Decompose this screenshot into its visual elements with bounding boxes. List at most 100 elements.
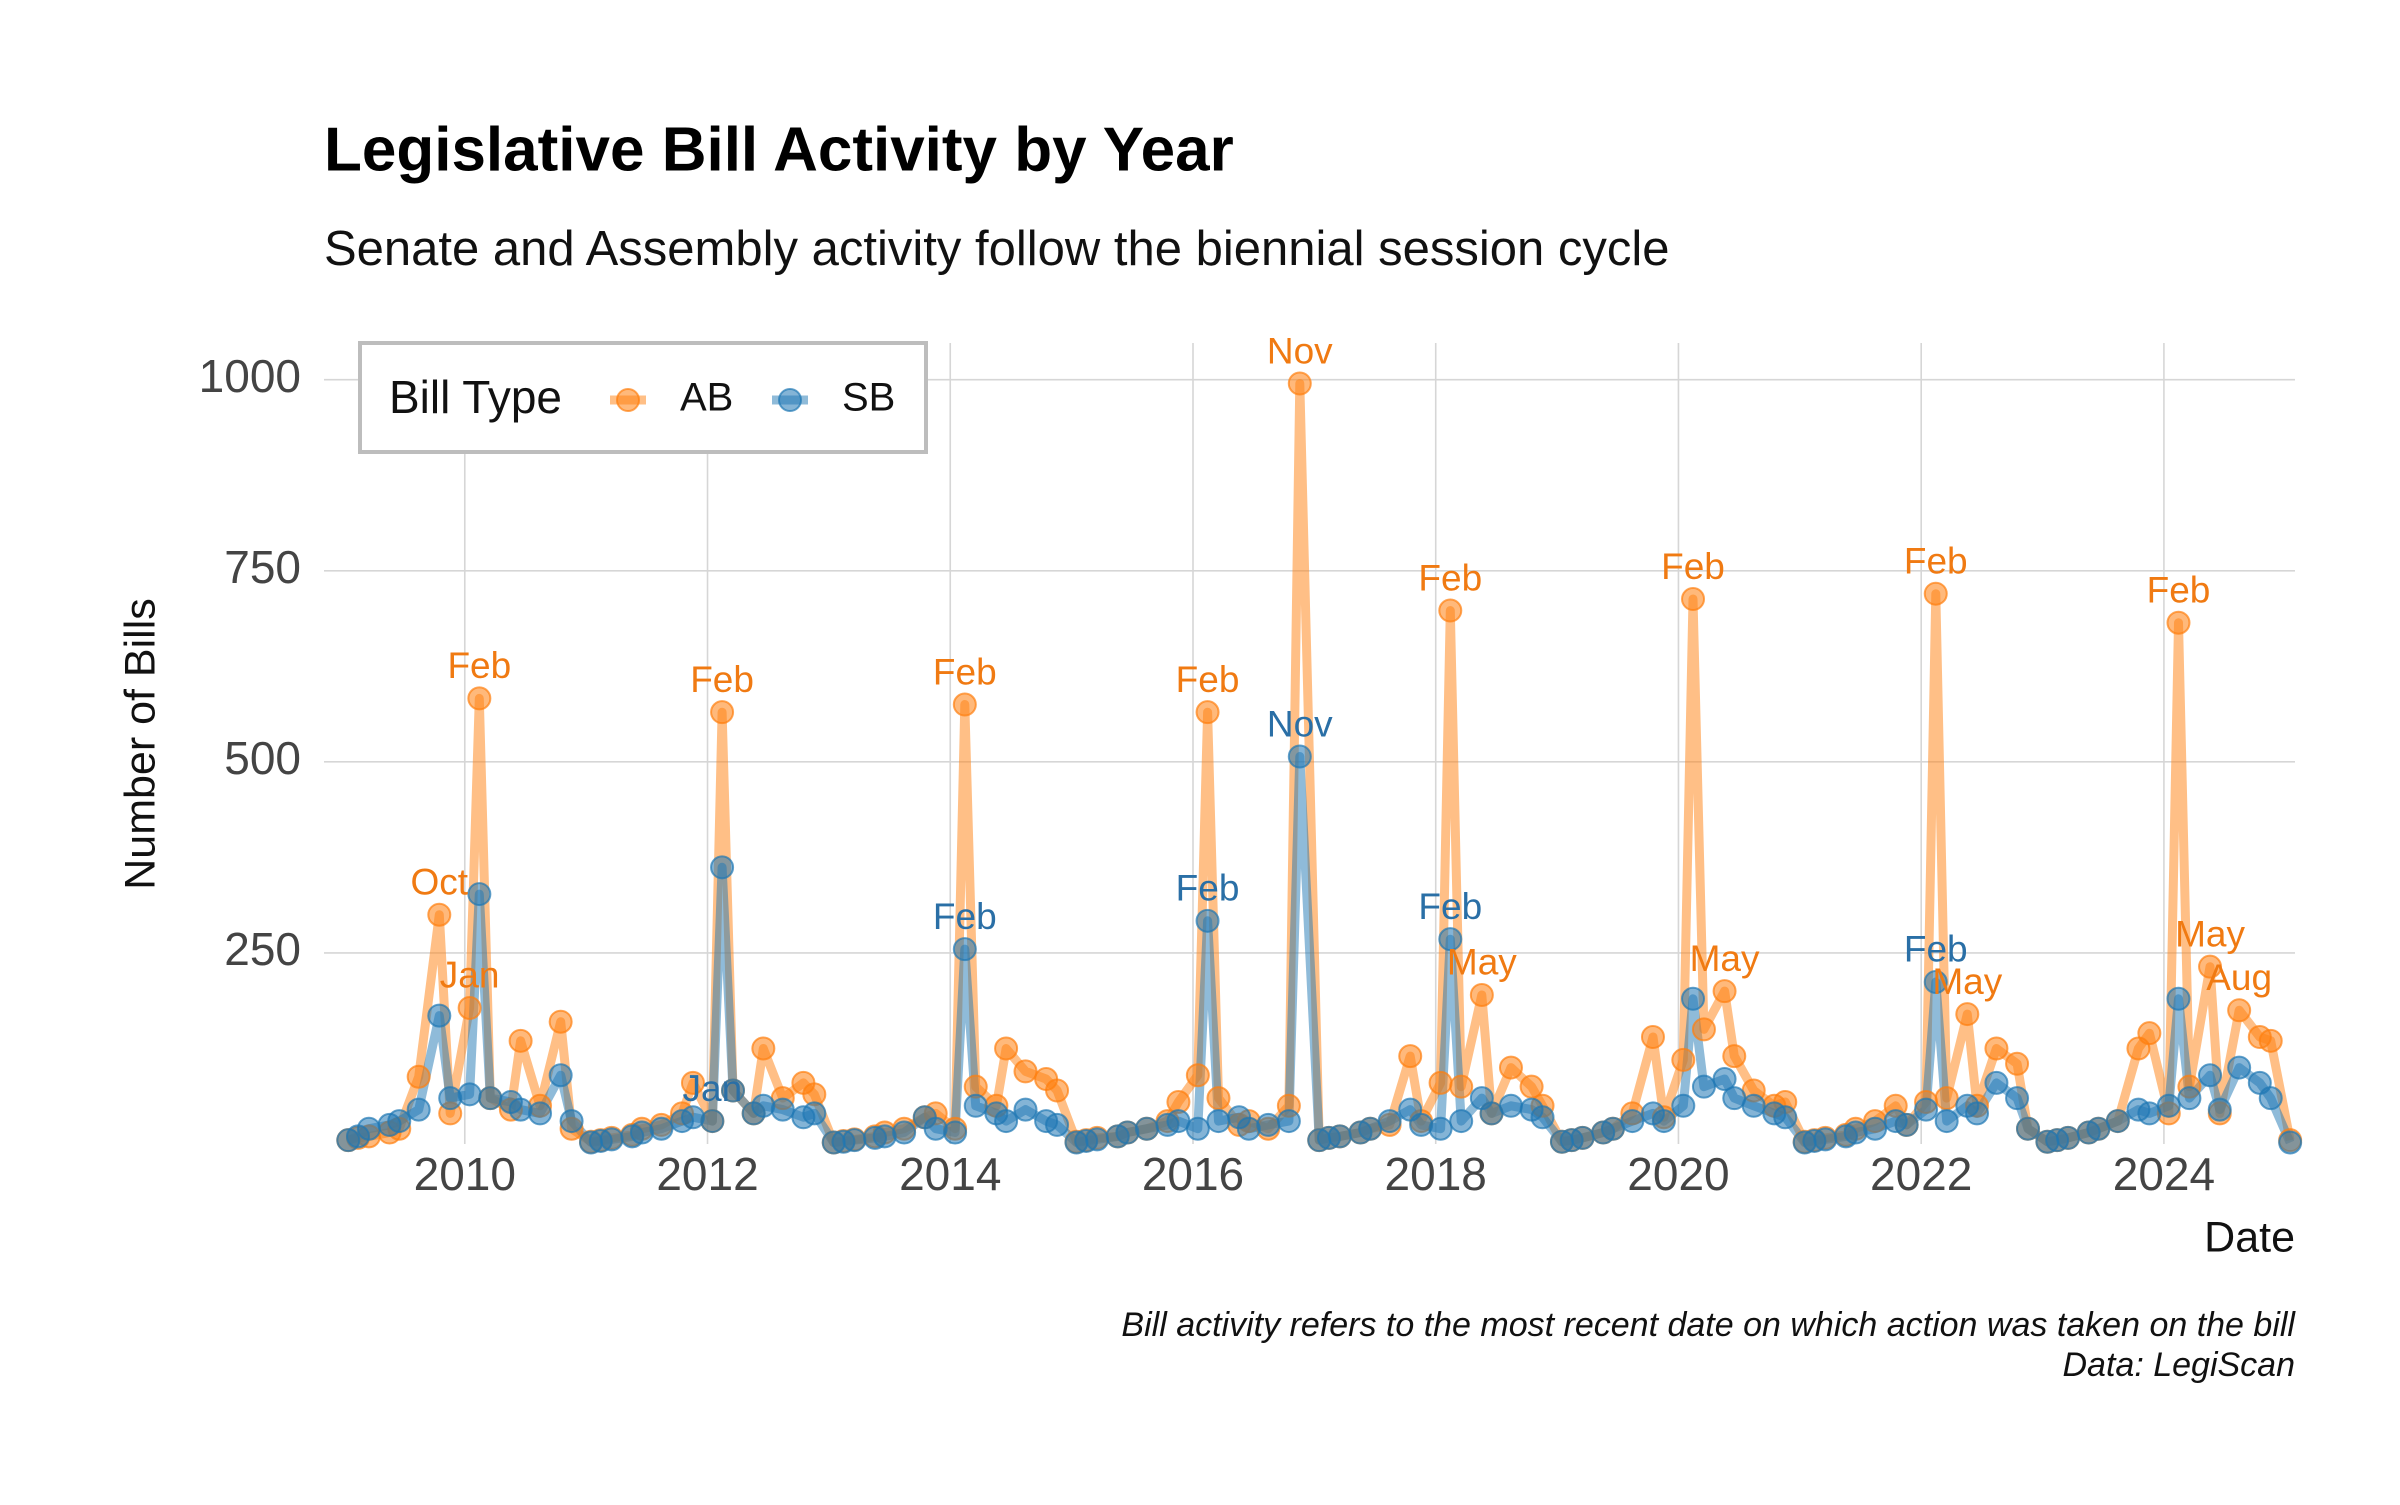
- data-point: [1671, 1093, 1696, 1118]
- data-point: [2137, 1021, 2162, 1046]
- data-point: [952, 937, 977, 962]
- data-point: [548, 1009, 573, 1034]
- point-label: May: [1447, 942, 1517, 983]
- series-line: [347, 379, 2295, 1147]
- data-point: [1914, 1097, 1939, 1122]
- point-label: Aug: [2206, 957, 2272, 998]
- x-tick-label: 2012: [656, 1148, 758, 1200]
- data-point: [1894, 1112, 1919, 1137]
- data-point: [1923, 969, 1948, 994]
- point-label: May: [1690, 938, 1760, 979]
- data-point: [1955, 1002, 1980, 1027]
- data-point: [1438, 598, 1463, 623]
- data-point: [508, 1097, 533, 1122]
- data-point: [1206, 1086, 1231, 1111]
- data-point: [599, 1127, 624, 1152]
- legend-title: Bill Type: [389, 371, 562, 423]
- data-point: [1428, 1116, 1453, 1141]
- point-label: Oct: [411, 861, 469, 902]
- data-point: [710, 855, 735, 880]
- data-point: [994, 1036, 1019, 1061]
- data-point: [2056, 1125, 2081, 1150]
- data-point: [528, 1101, 553, 1126]
- data-point: [406, 1064, 431, 1089]
- legend-label: SB: [842, 376, 895, 420]
- legend-key-point: [778, 388, 802, 412]
- data-point: [2105, 1109, 2130, 1134]
- data-point: [1115, 1120, 1140, 1145]
- data-point: [1681, 587, 1706, 612]
- data-point: [700, 1109, 725, 1134]
- data-point: [1045, 1078, 1070, 1103]
- data-point: [1498, 1093, 1523, 1118]
- data-point: [1813, 1127, 1838, 1152]
- point-label: Feb: [447, 645, 511, 686]
- data-point: [457, 1082, 482, 1107]
- data-point: [2198, 1063, 2223, 1088]
- data-point: [1449, 1109, 1474, 1134]
- data-point: [1773, 1105, 1798, 1130]
- chart-title: Legislative Bill Activity by Year: [324, 115, 1234, 184]
- data-point: [1984, 1070, 2009, 1095]
- data-point: [356, 1116, 381, 1141]
- data-point: [1934, 1086, 1959, 1111]
- point-label: Feb: [933, 651, 997, 692]
- data-point: [1134, 1116, 1159, 1141]
- data-point: [467, 686, 492, 711]
- data-point: [2227, 1055, 2252, 1080]
- data-point: [1843, 1120, 1868, 1145]
- x-tick-label: 2014: [899, 1148, 1001, 1200]
- chart-subtitle: Senate and Assembly activity follow the …: [324, 222, 1670, 276]
- x-tick-label: 2024: [2113, 1148, 2215, 1200]
- point-label: Feb: [1661, 546, 1725, 587]
- y-tick-label: 500: [224, 732, 301, 784]
- data-point: [427, 1003, 452, 1028]
- x-tick-label: 2018: [1385, 1148, 1487, 1200]
- data-point: [1428, 1070, 1453, 1095]
- data-point: [710, 700, 735, 725]
- data-point: [1640, 1024, 1665, 1049]
- data-point: [1438, 927, 1463, 952]
- data-point: [2258, 1086, 2283, 1111]
- x-tick-label: 2022: [1870, 1148, 1972, 1200]
- data-point: [1195, 908, 1220, 933]
- data-point: [1965, 1101, 1990, 1126]
- data-point: [2198, 954, 2223, 979]
- data-point: [2258, 1028, 2283, 1053]
- data-point: [680, 1105, 705, 1130]
- data-point: [1681, 986, 1706, 1011]
- data-point: [1045, 1112, 1070, 1137]
- data-point: [1741, 1093, 1766, 1118]
- data-point: [649, 1116, 674, 1141]
- data-point: [1287, 371, 1312, 396]
- data-point: [2278, 1130, 2303, 1155]
- data-point: [457, 995, 482, 1020]
- data-point: [2207, 1097, 2232, 1122]
- data-point: [1984, 1036, 2009, 1061]
- data-point: [1013, 1097, 1038, 1122]
- data-point: [2156, 1093, 2181, 1118]
- data-point: [1206, 1109, 1231, 1134]
- legend: Bill Type AB SB: [358, 341, 928, 454]
- data-point: [2227, 998, 2252, 1023]
- data-point: [952, 692, 977, 717]
- data-point: [2015, 1116, 2040, 1141]
- data-point: [1712, 979, 1737, 1004]
- data-point: [629, 1120, 654, 1145]
- data-point: [1923, 581, 1948, 606]
- caption: Bill activity refers to the most recent …: [1121, 1306, 2296, 1344]
- data-point: [1530, 1105, 1555, 1130]
- point-label: May: [1932, 961, 2002, 1002]
- y-tick-label: 1000: [199, 350, 301, 402]
- y-tick-label: 750: [224, 541, 301, 593]
- data-point: [2166, 986, 2191, 1011]
- x-tick-label: 2010: [414, 1148, 516, 1200]
- legend-label: AB: [680, 376, 733, 420]
- data-point: [1236, 1116, 1261, 1141]
- data-point: [559, 1109, 584, 1134]
- data-point: [1195, 700, 1220, 725]
- data-point: [548, 1063, 573, 1088]
- data-point: [1409, 1112, 1434, 1137]
